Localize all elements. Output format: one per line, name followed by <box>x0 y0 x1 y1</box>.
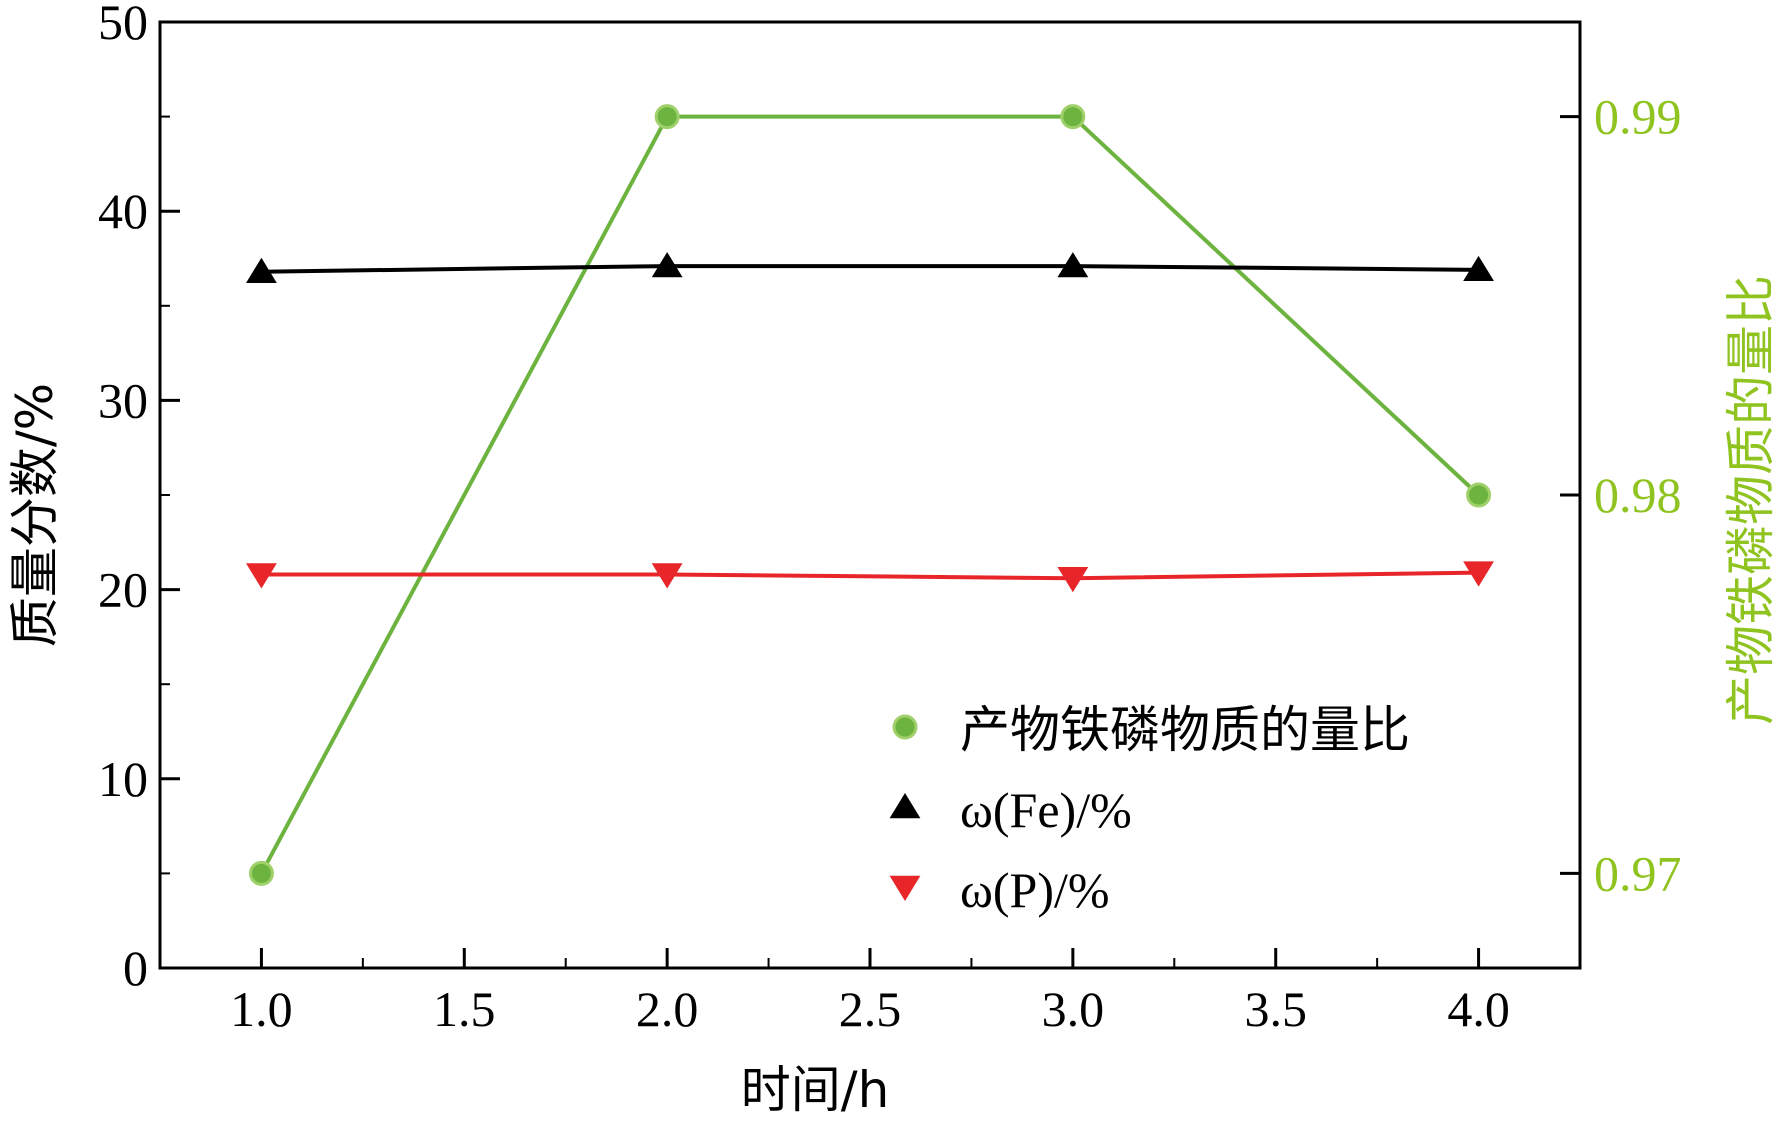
data-point <box>248 860 274 886</box>
legend-marker <box>892 714 918 740</box>
plot-frame <box>158 20 1582 970</box>
legend-item: ω(Fe)/% <box>889 782 1132 838</box>
x-tick-label: 3.0 <box>1042 981 1105 1037</box>
x-tick-label: 1.5 <box>433 981 496 1037</box>
data-point <box>1057 567 1089 593</box>
y2-tick-label: 0.97 <box>1594 845 1682 901</box>
y-tick-label: 50 <box>98 0 148 50</box>
data-point <box>1463 255 1494 282</box>
y2-tick-label: 0.98 <box>1594 467 1682 523</box>
x-tick-label: 3.5 <box>1244 981 1307 1037</box>
series-line <box>261 264 1479 274</box>
x-axis-title: 时间/h <box>741 1061 890 1119</box>
plot-border <box>158 20 1582 970</box>
y-tick-label: 0 <box>123 940 148 996</box>
y2-tick-label: 0.99 <box>1594 89 1682 145</box>
data-point <box>651 563 683 589</box>
legend: 产物铁磷物质的量比 ω(Fe)/% ω(P)/% <box>889 701 1410 918</box>
data-point <box>246 563 277 589</box>
legend-marker <box>889 793 921 819</box>
series-0 <box>248 104 1492 886</box>
y-tick-label: 30 <box>98 372 148 428</box>
x-tick-label: 2.5 <box>839 981 902 1037</box>
data-point <box>651 252 683 278</box>
legend-label: ω(Fe)/% <box>960 782 1132 838</box>
series-layer <box>246 104 1494 886</box>
y-axis-left: 0 10 20 30 40 50 <box>98 0 180 996</box>
data-point <box>1463 561 1494 587</box>
legend-item: 产物铁磷物质的量比 <box>892 701 1410 759</box>
x-tick-label: 1.0 <box>230 981 293 1037</box>
y-tick-label: 40 <box>98 183 148 239</box>
legend-item: ω(P)/% <box>889 862 1110 918</box>
legend-label: ω(P)/% <box>960 862 1110 918</box>
data-point <box>246 257 277 283</box>
data-point <box>1057 252 1089 278</box>
data-point <box>1060 104 1086 130</box>
y-tick-label: 20 <box>98 562 148 618</box>
x-axis: 1.0 1.5 2.0 2.5 3.0 3.5 4.0 <box>230 948 1510 1037</box>
data-point <box>654 104 680 130</box>
x-tick-label: 2.0 <box>636 981 699 1037</box>
series-line <box>261 570 1479 581</box>
x-tick-label: 4.0 <box>1447 981 1510 1037</box>
legend-label: 产物铁磷物质的量比 <box>960 701 1410 759</box>
series-1 <box>246 252 1494 283</box>
y2-axis-title: 产物铁磷物质的量比 <box>1722 275 1778 725</box>
y-tick-label: 10 <box>98 751 148 807</box>
y-axis-right: 0.97 0.98 0.99 <box>1560 89 1682 901</box>
y-axis-title: 质量分数/% <box>6 383 64 647</box>
series-line <box>259 114 1480 875</box>
data-point <box>1466 482 1492 508</box>
series-2 <box>246 561 1494 593</box>
legend-marker <box>889 875 921 901</box>
